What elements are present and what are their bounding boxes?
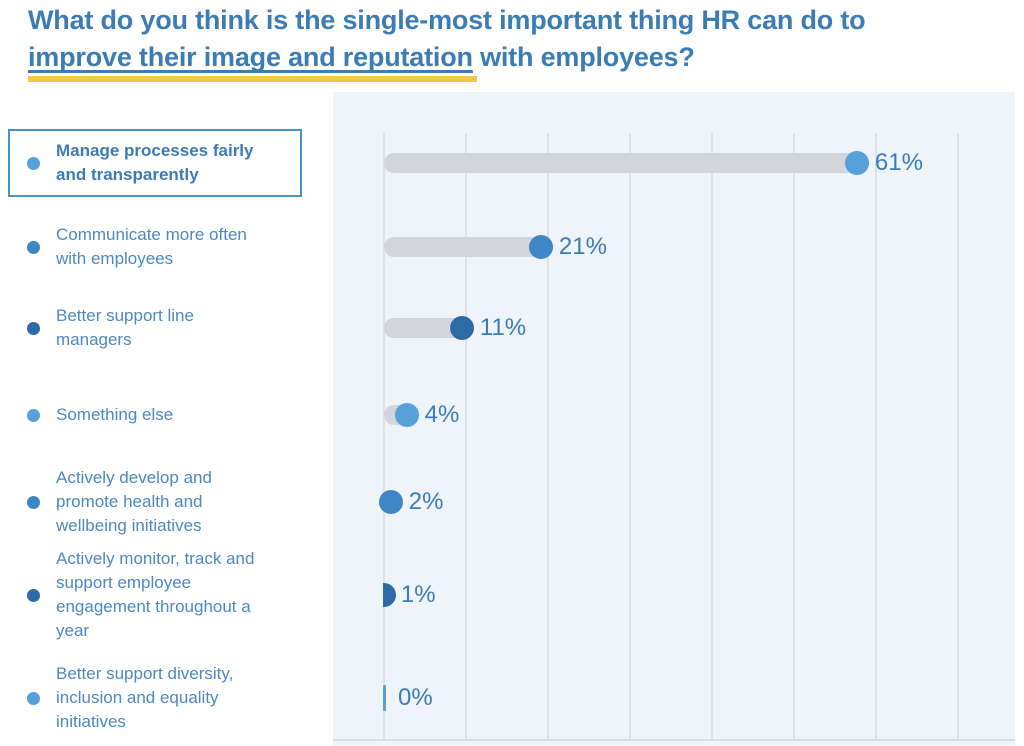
gridlines: [383, 133, 1015, 739]
category-label: Actively develop and promote health and …: [56, 468, 212, 535]
question-title-line2: improve their image and reputation with …: [28, 39, 1018, 76]
chart-row-7: Better support diversity, inclusion and …: [0, 652, 1024, 744]
bar-track: [384, 153, 869, 173]
data-point: [844, 151, 869, 175]
value-label: 2%: [408, 488, 444, 515]
category-cell: Actively monitor, track and support empl…: [0, 546, 333, 644]
bullet-icon: [27, 321, 40, 335]
category-cell: Actively develop and promote health and …: [0, 458, 333, 546]
chart-row-4: Something else 4%: [0, 381, 1024, 449]
chart-row-5: Actively develop and promote health and …: [0, 458, 1024, 546]
category-cell: Communicate more often with employees: [0, 210, 333, 284]
bar-cell: 4%: [333, 381, 1024, 449]
category-inner: Communicate more often with employees: [0, 210, 333, 284]
category-inner: Actively develop and promote health and …: [0, 458, 333, 546]
chart-row-6: Actively monitor, track and support empl…: [0, 546, 1024, 644]
category-cell: Better support line managers: [0, 291, 333, 365]
data-point: [528, 235, 553, 259]
category-inner: Actively monitor, track and support empl…: [0, 546, 333, 644]
bar-cell: 21%: [333, 210, 1024, 284]
bullet-icon: [27, 240, 40, 254]
category-cell: Better support diversity, inclusion and …: [0, 652, 333, 744]
value-label: 4%: [424, 401, 460, 428]
value-label: 0%: [398, 684, 433, 711]
category-inner: Something else: [0, 381, 333, 449]
category-label: Manage processes fairly and transparentl…: [56, 141, 254, 184]
category-label: Better support diversity, inclusion and …: [56, 664, 234, 731]
bullet-icon: [27, 588, 40, 602]
data-point: [394, 403, 419, 427]
chart-row-2: Communicate more often with employees 21…: [0, 210, 1024, 284]
bullet-icon: [27, 408, 40, 422]
chart-row-1: Manage processes fairly and transparentl…: [0, 127, 1024, 199]
category-cell: Manage processes fairly and transparentl…: [0, 127, 333, 199]
bullet-icon: [27, 691, 40, 705]
category-cell: Something else: [0, 381, 333, 449]
bar-cell: 1%: [333, 546, 1024, 644]
chart-plot-area: [333, 92, 1015, 746]
value-label: 11%: [479, 314, 527, 341]
bar-cell: 0%: [333, 652, 1024, 744]
category-label: Communicate more often with employees: [56, 225, 247, 268]
value-label: 21%: [558, 233, 607, 260]
underlined-phrase: improve their image and reputation: [28, 42, 473, 72]
category-inner: Better support diversity, inclusion and …: [0, 652, 333, 744]
question-title-rest: with employees?: [472, 42, 695, 72]
data-point: [449, 316, 474, 340]
category-label: Actively monitor, track and support empl…: [56, 549, 255, 640]
category-inner: Better support line managers: [0, 291, 333, 365]
bar-cell: 2%: [333, 458, 1024, 546]
category-label: Something else: [56, 405, 174, 424]
x-axis-baseline: [333, 739, 1015, 741]
category-label: Better support line managers: [56, 306, 194, 349]
chart-row-3: Better support line managers 11%: [0, 291, 1024, 365]
question-title-line1: What do you think is the single-most imp…: [28, 5, 866, 35]
data-point: [383, 583, 396, 607]
bar-cell: 61%: [333, 127, 1024, 199]
bar-track: [384, 237, 553, 257]
question-title: What do you think is the single-most imp…: [28, 2, 1018, 76]
value-label: 61%: [874, 149, 923, 176]
highlighted-category-box: Manage processes fairly and transparentl…: [8, 129, 302, 197]
bullet-icon: [27, 156, 40, 170]
bullet-icon: [27, 495, 40, 509]
data-point: [378, 490, 403, 514]
value-label: 1%: [400, 581, 436, 608]
bar-cell: 11%: [333, 291, 1024, 365]
data-point: [383, 685, 386, 711]
